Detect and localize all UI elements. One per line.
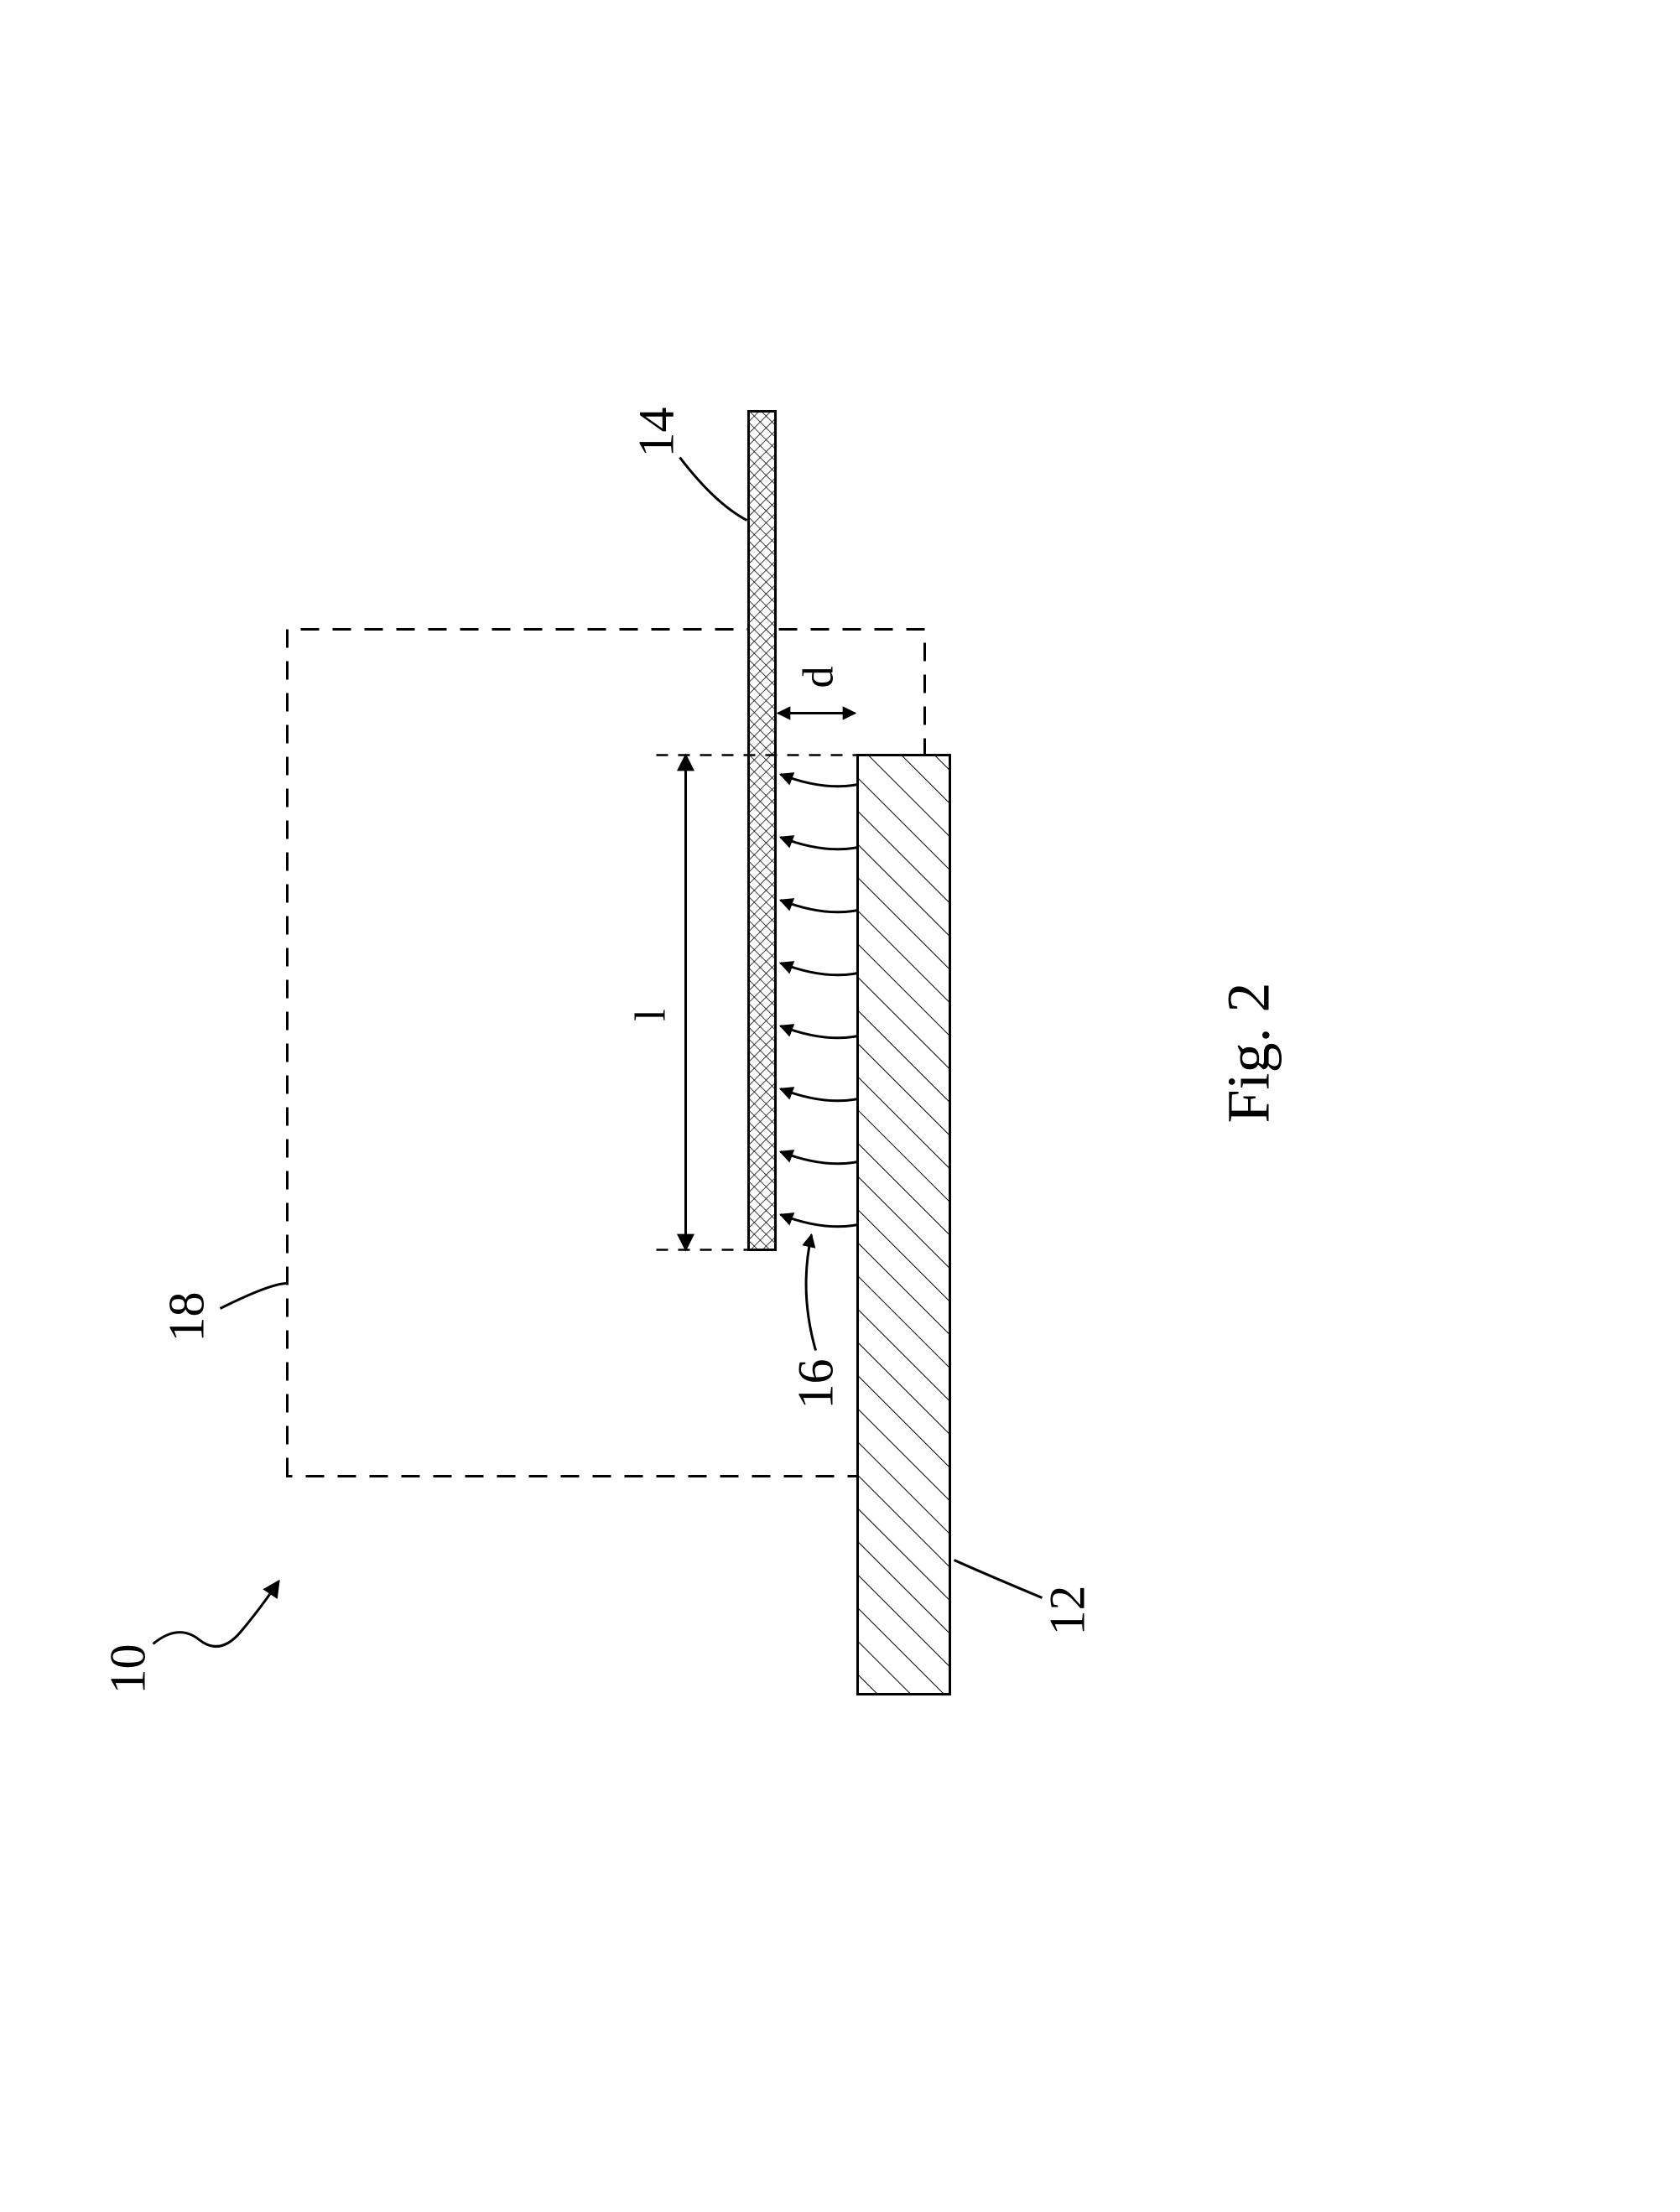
ref-12: 12 <box>954 1560 1095 1636</box>
dimension-l-label: l <box>627 1009 675 1020</box>
ref-18: 18 <box>159 1284 288 1342</box>
ref-10: 10 <box>101 1581 279 1695</box>
enclosure-18 <box>288 630 925 1477</box>
ref-12-label: 12 <box>1040 1586 1095 1636</box>
figure-caption: Fig. 2 <box>1215 982 1282 1123</box>
ref-16: 16 <box>788 1235 844 1410</box>
ref-14-label: 14 <box>629 408 684 458</box>
bar-14 <box>749 412 776 1250</box>
figure-canvas: l d 10 18 14 <box>0 0 1680 2212</box>
ref-18-label: 18 <box>159 1292 215 1342</box>
ref-14: 14 <box>629 408 747 521</box>
ref-16-label: 16 <box>788 1359 844 1410</box>
dimension-d-label: d <box>795 667 843 688</box>
ref-10-label: 10 <box>101 1644 156 1695</box>
field-arrows-16 <box>781 775 858 1227</box>
bar-12 <box>858 756 950 1695</box>
